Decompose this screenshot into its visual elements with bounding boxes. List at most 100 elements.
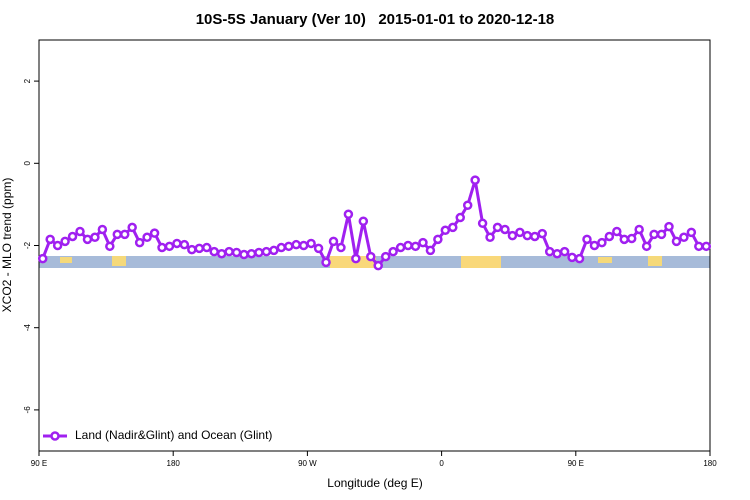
point — [559, 246, 570, 257]
point — [462, 200, 473, 210]
point — [194, 243, 205, 254]
series-line — [41, 178, 707, 268]
point — [82, 234, 93, 245]
point — [552, 248, 562, 259]
point — [254, 247, 264, 258]
point — [291, 239, 301, 250]
point — [694, 241, 704, 252]
y-tick-label: 2 — [23, 78, 32, 83]
point — [522, 230, 533, 241]
legend-marker — [50, 431, 60, 441]
point — [172, 238, 182, 249]
point — [500, 224, 510, 235]
point — [276, 242, 287, 253]
point — [418, 237, 428, 248]
point — [656, 229, 667, 240]
point — [485, 232, 495, 243]
point — [224, 246, 234, 257]
point — [343, 209, 354, 220]
point — [105, 241, 115, 252]
point — [410, 241, 421, 252]
point — [477, 218, 488, 229]
point — [90, 232, 100, 243]
point — [127, 222, 137, 233]
point — [261, 246, 272, 257]
point — [52, 240, 63, 251]
point — [470, 175, 480, 185]
chart-title: 10S-5S January (Ver 10) 2015-01-01 to 20… — [196, 11, 555, 28]
point — [239, 249, 249, 260]
point — [425, 245, 436, 256]
point — [202, 242, 212, 253]
point — [157, 242, 167, 253]
point — [164, 241, 175, 252]
point — [269, 245, 279, 256]
y-tick-label: -4 — [23, 324, 32, 332]
point — [544, 246, 555, 257]
x-tick-label: 90 E — [568, 459, 584, 468]
point — [75, 226, 85, 237]
point — [567, 252, 577, 263]
point — [634, 224, 644, 235]
point — [209, 246, 219, 257]
point — [619, 234, 630, 245]
y-axis-label: XCO2 - MLO trend (ppm) — [0, 178, 14, 313]
point — [336, 242, 346, 253]
point — [306, 238, 316, 249]
point — [149, 228, 160, 238]
point — [179, 239, 190, 250]
x-tick-label: 90 W — [298, 459, 317, 468]
point — [119, 229, 130, 240]
point — [641, 241, 652, 252]
point — [388, 246, 398, 257]
point — [60, 236, 70, 247]
point — [582, 234, 592, 245]
point — [515, 227, 525, 238]
point — [380, 251, 391, 262]
x-tick-label: 180 — [167, 459, 181, 468]
point — [433, 234, 443, 245]
x-tick-label: 180 — [703, 459, 717, 468]
legend-label: Land (Nadir&Glint) and Ocean (Glint) — [75, 428, 272, 442]
y-tick-label: -2 — [23, 241, 32, 249]
point — [455, 212, 465, 223]
point — [373, 260, 383, 271]
x-axis-label: Longitude (deg E) — [327, 476, 422, 490]
point — [395, 242, 406, 253]
point — [358, 216, 369, 227]
point — [97, 224, 108, 235]
point — [351, 253, 361, 264]
point — [328, 236, 339, 247]
y-tick-label: -6 — [23, 406, 32, 414]
x-tick-label: 90 E — [31, 459, 47, 468]
point — [321, 257, 331, 268]
point — [298, 240, 309, 251]
point — [664, 221, 674, 232]
point — [313, 243, 324, 254]
point — [134, 237, 145, 248]
point — [671, 236, 682, 247]
point — [686, 227, 697, 238]
point — [507, 230, 518, 241]
y-tick-label: 0 — [23, 161, 32, 166]
point — [492, 222, 503, 233]
point — [679, 232, 689, 243]
point — [440, 225, 451, 236]
point — [701, 241, 712, 252]
point — [187, 244, 197, 255]
point — [284, 241, 294, 252]
point — [231, 247, 242, 258]
point — [216, 248, 227, 259]
point — [537, 228, 547, 239]
point — [45, 234, 55, 245]
point — [604, 231, 615, 242]
x-tick-label: 0 — [439, 459, 444, 468]
point — [112, 229, 123, 240]
point — [626, 233, 637, 244]
point — [589, 240, 600, 251]
point — [246, 248, 257, 259]
point — [574, 253, 585, 264]
point — [597, 237, 607, 248]
point — [37, 253, 48, 264]
